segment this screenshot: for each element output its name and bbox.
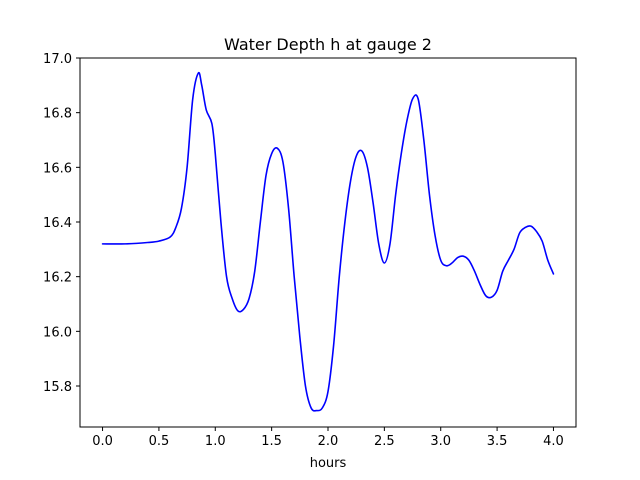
x-tick-label: 2.5 <box>374 434 395 449</box>
x-tick-label: 3.0 <box>430 434 451 449</box>
x-tick-label: 3.5 <box>487 434 508 449</box>
series-layer <box>101 71 555 412</box>
x-tick-label: 4.0 <box>543 434 564 449</box>
y-tick-label: 16.6 <box>43 161 72 176</box>
y-tick-label: 16.8 <box>43 107 72 122</box>
x-tick-label: 1.5 <box>261 434 282 449</box>
x-axis-label: hours <box>310 456 347 471</box>
y-tick-label: 16.2 <box>43 271 72 286</box>
x-axis-ticks: 0.0 0.5 1.0 1.5 2.0 2.5 3.0 3.5 4.0 <box>92 427 564 449</box>
y-tick-label: 17.0 <box>43 52 72 67</box>
x-tick-label: 0.0 <box>92 434 113 449</box>
y-axis-ticks: 15.8 16.0 16.2 16.4 16.6 16.8 17.0 <box>43 52 80 395</box>
x-tick-label: 0.5 <box>149 434 170 449</box>
x-tick-label: 1.0 <box>205 434 226 449</box>
y-tick-label: 16.0 <box>43 325 72 340</box>
y-tick-label: 16.4 <box>43 216 72 231</box>
y-tick-label: 15.8 <box>43 380 72 395</box>
chart-title: Water Depth h at gauge 2 <box>224 35 432 54</box>
series-line <box>101 71 555 412</box>
plot-frame <box>79 57 577 428</box>
x-tick-label: 2.0 <box>318 434 339 449</box>
